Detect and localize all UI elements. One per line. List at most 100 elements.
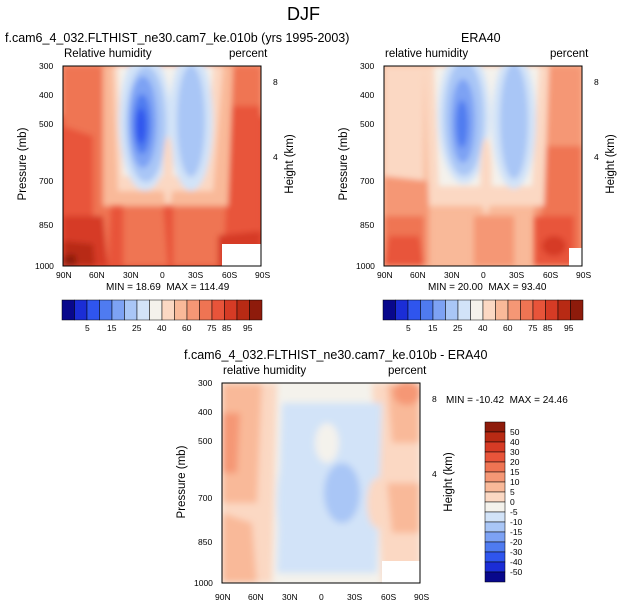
diff-colorbar-label: -5 bbox=[510, 507, 518, 517]
colorbar-swatch bbox=[249, 299, 263, 321]
model-y-tick: 400 bbox=[39, 90, 54, 100]
diff-panel-title: f.cam6_4_032.FLTHIST_ne30.cam7_ke.010b -… bbox=[184, 348, 488, 362]
model-y-axis-label: Pressure (mb) bbox=[17, 127, 29, 201]
diff-contour-plot bbox=[221, 382, 421, 584]
obs-colorbar-label: 85 bbox=[543, 323, 553, 333]
model-x-tick: 30S bbox=[188, 270, 204, 280]
obs-field bbox=[384, 66, 582, 266]
obs-colorbar bbox=[382, 299, 584, 321]
colorbar-swatch bbox=[484, 461, 506, 473]
colorbar-swatch bbox=[484, 551, 506, 563]
diff-y-axis-label: Pressure (mb) bbox=[176, 445, 188, 519]
diff-y-tick: 1000 bbox=[194, 578, 213, 588]
obs-y-tick: 1000 bbox=[356, 261, 375, 271]
colorbar-swatch bbox=[420, 299, 434, 321]
colorbar-swatch bbox=[495, 299, 509, 321]
diff-colorbar-label: -15 bbox=[510, 527, 523, 537]
colorbar-swatch bbox=[484, 511, 506, 523]
diff-min-max: MIN = -10.42 MAX = 24.46 bbox=[446, 395, 568, 406]
obs-min-value: 20.00 bbox=[457, 282, 483, 293]
diff-x-tick: 60S bbox=[381, 592, 397, 602]
model-right-tick: 8 bbox=[273, 77, 278, 87]
colorbar-swatch bbox=[545, 299, 559, 321]
obs-min-label: MIN = bbox=[428, 282, 455, 293]
obs-colorbar-label: 60 bbox=[503, 323, 513, 333]
diff-colorbar-label: 10 bbox=[510, 477, 520, 487]
colorbar-swatch bbox=[236, 299, 250, 321]
colorbar-swatch bbox=[484, 431, 506, 443]
diff-colorbar-label: -30 bbox=[510, 547, 523, 557]
obs-y-axis-label: Pressure (mb) bbox=[338, 127, 350, 201]
model-y-tick: 700 bbox=[39, 176, 54, 186]
diff-variable-label: relative humidity bbox=[223, 365, 307, 377]
model-variable-label: Relative humidity bbox=[64, 48, 152, 60]
obs-y-tick: 400 bbox=[360, 90, 375, 100]
colorbar-swatch bbox=[124, 299, 138, 321]
model-x-tick: 90S bbox=[255, 270, 271, 280]
colorbar-swatch bbox=[457, 299, 471, 321]
diff-colorbar-label: 0 bbox=[510, 497, 515, 507]
model-x-tick: 60N bbox=[89, 270, 105, 280]
model-y-tick: 850 bbox=[39, 220, 54, 230]
model-colorbar bbox=[61, 299, 263, 321]
colorbar-swatch bbox=[224, 299, 238, 321]
obs-y-tick: 300 bbox=[360, 61, 375, 71]
diff-colorbar-label: -40 bbox=[510, 557, 523, 567]
obs-right-tick: 4 bbox=[594, 152, 599, 162]
diff-y-tick: 700 bbox=[198, 493, 213, 503]
diff-y-tick: 300 bbox=[198, 378, 213, 388]
obs-colorbar-label: 25 bbox=[453, 323, 463, 333]
obs-y-tick: 500 bbox=[360, 119, 375, 129]
model-colorbar-label: 40 bbox=[157, 323, 167, 333]
diff-y-tick: 500 bbox=[198, 436, 213, 446]
diff-min-label: MIN = bbox=[446, 395, 473, 406]
colorbar-swatch bbox=[186, 299, 200, 321]
colorbar-swatch bbox=[532, 299, 546, 321]
diff-right-tick: 4 bbox=[432, 469, 437, 479]
colorbar-swatch bbox=[382, 299, 396, 321]
colorbar-swatch bbox=[484, 561, 506, 573]
colorbar-swatch bbox=[484, 541, 506, 553]
colorbar-swatch bbox=[570, 299, 584, 321]
model-x-tick: 60S bbox=[222, 270, 238, 280]
model-min-value: 18.69 bbox=[135, 282, 161, 293]
model-right-axis-label: Height (km) bbox=[284, 134, 296, 194]
colorbar-swatch bbox=[520, 299, 534, 321]
obs-colorbar-label: 15 bbox=[428, 323, 438, 333]
model-colorbar-label: 95 bbox=[243, 323, 253, 333]
colorbar-swatch bbox=[482, 299, 496, 321]
colorbar-swatch bbox=[407, 299, 421, 321]
obs-min-max: MIN = 20.00 MAX = 93.40 bbox=[428, 282, 546, 293]
colorbar-swatch bbox=[484, 421, 506, 433]
colorbar-swatch bbox=[174, 299, 188, 321]
obs-colorbar-label: 40 bbox=[478, 323, 488, 333]
model-panel-title: f.cam6_4_032.FLTHIST_ne30.cam7_ke.010b (… bbox=[5, 31, 350, 45]
diff-field bbox=[222, 383, 420, 583]
obs-max-label: MAX = bbox=[488, 282, 519, 293]
model-colorbar-label: 25 bbox=[132, 323, 142, 333]
model-right-tick: 4 bbox=[273, 152, 278, 162]
colorbar-swatch bbox=[484, 531, 506, 543]
diff-right-axis-label: Height (km) bbox=[443, 452, 455, 512]
model-max-value: 114.49 bbox=[199, 282, 230, 293]
diff-colorbar-label: -20 bbox=[510, 537, 523, 547]
model-min-label: MIN = bbox=[106, 282, 133, 293]
obs-x-tick: 60N bbox=[410, 270, 426, 280]
colorbar-swatch bbox=[484, 441, 506, 453]
colorbar-swatch bbox=[61, 299, 75, 321]
diff-x-tick: 30S bbox=[347, 592, 363, 602]
obs-units-label: percent bbox=[550, 48, 589, 60]
diff-min-value: -10.42 bbox=[475, 395, 505, 406]
colorbar-swatch bbox=[484, 471, 506, 483]
diff-colorbar-label: 30 bbox=[510, 447, 520, 457]
colorbar-swatch bbox=[507, 299, 521, 321]
diff-colorbar-label: 50 bbox=[510, 427, 520, 437]
diff-colorbar-label: 40 bbox=[510, 437, 520, 447]
diff-colorbar-label: 20 bbox=[510, 457, 520, 467]
colorbar-swatch bbox=[470, 299, 484, 321]
colorbar-swatch bbox=[99, 299, 113, 321]
diff-colorbar-label: 15 bbox=[510, 467, 520, 477]
obs-x-tick: 30N bbox=[444, 270, 460, 280]
colorbar-swatch bbox=[445, 299, 459, 321]
obs-right-tick: 8 bbox=[594, 77, 599, 87]
